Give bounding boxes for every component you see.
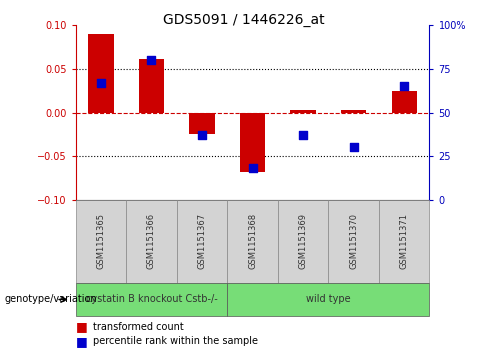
Bar: [278, 200, 328, 283]
Point: [400, 83, 408, 89]
Point: [350, 144, 358, 150]
Bar: [227, 283, 429, 316]
Bar: [341, 110, 366, 113]
Bar: [177, 200, 227, 283]
Bar: [290, 110, 316, 113]
Text: transformed count: transformed count: [93, 322, 183, 332]
Text: wild type: wild type: [306, 294, 351, 305]
Text: ■: ■: [76, 320, 87, 333]
Text: GSM1151368: GSM1151368: [248, 213, 257, 269]
Point: [97, 80, 105, 86]
Bar: [189, 113, 215, 134]
Text: cystatin B knockout Cstb-/-: cystatin B knockout Cstb-/-: [85, 294, 217, 305]
Point: [198, 132, 206, 138]
Text: GSM1151370: GSM1151370: [349, 213, 358, 269]
Point: [147, 57, 155, 63]
Text: genotype/variation: genotype/variation: [5, 294, 98, 305]
Bar: [76, 283, 227, 316]
Text: percentile rank within the sample: percentile rank within the sample: [93, 336, 258, 346]
Text: ■: ■: [76, 335, 87, 348]
Point: [249, 166, 257, 171]
Bar: [328, 200, 379, 283]
Point: [299, 132, 307, 138]
Bar: [88, 34, 114, 113]
Bar: [391, 91, 417, 113]
Text: GDS5091 / 1446226_at: GDS5091 / 1446226_at: [163, 13, 325, 27]
Bar: [76, 200, 126, 283]
Bar: [227, 200, 278, 283]
Text: GSM1151367: GSM1151367: [198, 213, 206, 269]
Text: GSM1151371: GSM1151371: [400, 213, 408, 269]
Text: GSM1151366: GSM1151366: [147, 213, 156, 269]
Bar: [126, 200, 177, 283]
Text: GSM1151369: GSM1151369: [299, 213, 307, 269]
Bar: [139, 58, 164, 113]
Bar: [379, 200, 429, 283]
Text: GSM1151365: GSM1151365: [97, 213, 105, 269]
Bar: [240, 113, 265, 172]
